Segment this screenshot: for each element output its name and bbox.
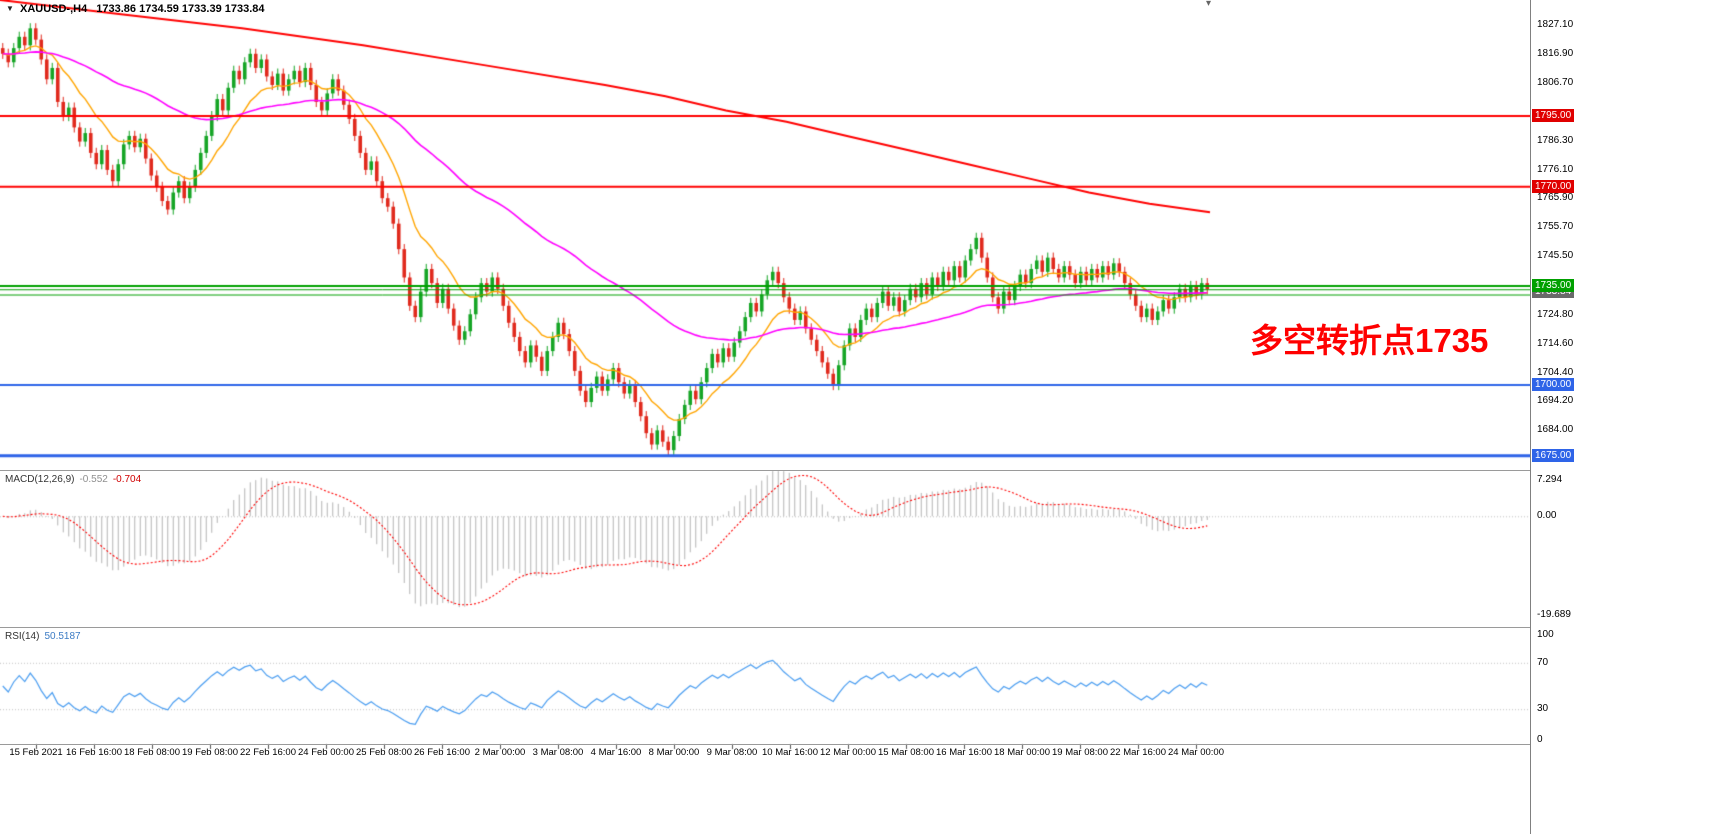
time-axis-label: 25 Feb 08:00 <box>356 747 412 758</box>
macd-axis-label: -19.689 <box>1537 609 1571 621</box>
price-axis[interactable]: 1827.10 1816.90 1806.70 1786.30 1776.10 1765.… <box>1530 0 1725 834</box>
price-tick-label: 1724.80 <box>1537 308 1574 320</box>
price-tick-label: 1827.10 <box>1537 19 1574 31</box>
time-axis-label: 10 Mar 16:00 <box>762 747 818 758</box>
time-axis-label: 18 Mar 00:00 <box>994 747 1050 758</box>
price-tick-label: 1786.30 <box>1537 134 1574 146</box>
time-axis-label: 2 Mar 00:00 <box>474 747 526 758</box>
price-line-badge-1675.00: 1675.00 <box>1532 448 1575 462</box>
time-axis-label: 16 Mar 16:00 <box>936 747 992 758</box>
price-tick-label: 1776.10 <box>1537 163 1574 175</box>
time-axis-label: 18 Feb 08:00 <box>124 747 180 758</box>
price-tick-label: 1714.60 <box>1537 337 1574 349</box>
time-axis-label: 19 Mar 08:00 <box>1052 747 1108 758</box>
price-line-badge-1795.00: 1795.00 <box>1532 109 1575 123</box>
macd-name: MACD(12,26,9) <box>5 474 75 485</box>
panel-separator-rsi-timeaxis <box>0 744 1725 745</box>
time-axis-label: 15 Feb 2021 <box>9 747 63 758</box>
rsi-value: 50.5187 <box>44 631 81 642</box>
price-chart-canvas[interactable] <box>0 0 1530 762</box>
time-axis-label: 22 Mar 16:00 <box>1110 747 1166 758</box>
rsi-name: RSI(14) <box>5 631 40 642</box>
macd-main-value: -0.552 <box>79 474 108 485</box>
price-tick-label: 1816.90 <box>1537 48 1574 60</box>
rsi-axis-label: 30 <box>1537 703 1549 715</box>
chart-shift-marker-icon[interactable]: ▾ <box>1206 0 1212 9</box>
price-line-badge-1770.00: 1770.00 <box>1532 179 1575 193</box>
chart-annotation-text: 多空转折点1735 <box>1250 322 1489 359</box>
time-axis-label: 24 Feb 00:00 <box>298 747 354 758</box>
rsi-indicator-label: RSI(14) 50.5187 <box>5 631 81 642</box>
time-axis-label: 16 Feb 16:00 <box>66 747 122 758</box>
price-tick-label: 1806.70 <box>1537 76 1574 88</box>
price-tick-label: 1694.20 <box>1537 395 1574 407</box>
price-line-badge-1735.00: 1735.00 <box>1532 278 1575 292</box>
panel-separator-macd-rsi[interactable] <box>0 627 1725 628</box>
rsi-axis-label: 0 <box>1537 734 1543 745</box>
price-tick-label: 1745.50 <box>1537 250 1574 262</box>
symbol-title: XAUUSD-,H4 <box>19 3 88 15</box>
macd-signal-value: -0.704 <box>112 474 142 485</box>
price-tick-label: 1704.40 <box>1537 366 1574 378</box>
panel-separator-main-macd[interactable] <box>0 470 1725 471</box>
time-axis-label: 26 Feb 16:00 <box>414 747 470 758</box>
time-axis[interactable]: 15 Feb 2021 16 Feb 16:00 18 Feb 08:00 19 Fe… <box>0 747 1530 761</box>
macd-axis-label: 7.294 <box>1537 473 1563 485</box>
rsi-axis-label: 70 <box>1537 656 1549 668</box>
price-tick-label: 1684.00 <box>1537 424 1574 436</box>
rsi-axis-label: 100 <box>1537 629 1554 640</box>
price-line-badge-1700.00: 1700.00 <box>1532 378 1575 392</box>
time-axis-label: 9 Mar 08:00 <box>706 747 758 758</box>
time-axis-label: 22 Feb 16:00 <box>240 747 296 758</box>
price-tick-label: 1755.70 <box>1537 221 1574 233</box>
time-axis-label: 15 Mar 08:00 <box>878 747 934 758</box>
macd-indicator-label: MACD(12,26,9) -0.552 -0.704 <box>5 474 141 485</box>
time-axis-label: 4 Mar 16:00 <box>590 747 642 758</box>
time-axis-label: 8 Mar 00:00 <box>648 747 700 758</box>
ohlc-values: 1733.86 1734.59 1733.39 1733.84 <box>96 3 265 15</box>
price-tick-label: 1765.90 <box>1537 192 1574 204</box>
time-axis-label: 19 Feb 08:00 <box>182 747 238 758</box>
time-axis-label: 12 Mar 00:00 <box>820 747 876 758</box>
macd-axis-label: 0.00 <box>1537 510 1557 522</box>
symbol-header: ▼ XAUUSD-,H4 1733.86 1734.59 1733.39 173… <box>6 3 265 15</box>
time-axis-label: 24 Mar 00:00 <box>1168 747 1224 758</box>
chart-symbol-icon: ▼ <box>6 4 14 13</box>
time-axis-label: 3 Mar 08:00 <box>532 747 584 758</box>
